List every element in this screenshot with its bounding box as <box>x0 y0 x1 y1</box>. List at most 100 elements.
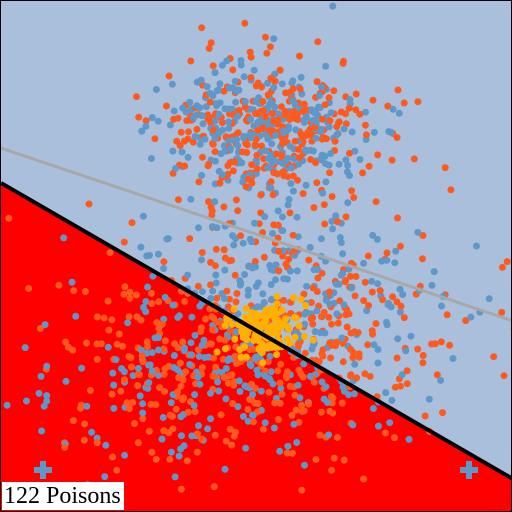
point-class-a <box>21 344 29 352</box>
point-class-a <box>387 128 395 136</box>
poison-point <box>290 294 298 302</box>
point-class-a <box>225 118 232 126</box>
point-class-b <box>301 349 309 357</box>
poison-point <box>213 348 221 356</box>
point-class-b <box>289 449 297 457</box>
point-class-b <box>274 221 282 229</box>
point-class-a <box>292 126 300 134</box>
point-class-a <box>261 419 269 427</box>
point-class-a <box>252 282 260 290</box>
point-class-b <box>414 98 422 106</box>
point-class-a <box>214 378 222 386</box>
point-class-a <box>257 387 265 395</box>
point-class-a <box>136 392 144 400</box>
point-class-a <box>215 110 223 118</box>
poison-point <box>228 320 236 328</box>
point-class-b <box>244 406 252 413</box>
point-class-b <box>356 110 364 118</box>
point-class-a <box>335 160 343 168</box>
point-class-b <box>379 296 386 304</box>
point-class-a <box>247 134 255 141</box>
point-class-a <box>295 160 303 168</box>
point-class-a <box>147 155 155 162</box>
point-class-b <box>414 345 422 353</box>
point-class-b <box>276 66 284 74</box>
point-class-a <box>169 147 177 155</box>
point-class-b <box>310 378 318 386</box>
point-class-b <box>266 126 274 134</box>
point-class-a <box>101 473 109 481</box>
point-class-b <box>321 220 329 228</box>
plus-marker-icon <box>34 461 52 479</box>
point-class-b <box>269 191 277 199</box>
point-class-a <box>198 288 206 296</box>
point-class-b <box>327 354 335 362</box>
point-class-a <box>247 115 255 123</box>
point-class-b <box>384 102 392 110</box>
poison-point <box>278 306 286 314</box>
point-class-b <box>329 409 337 417</box>
point-class-a <box>317 235 325 243</box>
point-class-a <box>374 346 382 353</box>
point-class-a <box>402 347 410 355</box>
point-class-b <box>419 352 427 359</box>
point-class-b <box>175 374 183 382</box>
point-class-a <box>286 142 294 150</box>
point-class-a <box>139 409 147 417</box>
point-class-b <box>142 117 150 125</box>
point-class-b <box>221 336 229 344</box>
point-class-b <box>109 453 116 461</box>
point-class-b <box>93 439 101 447</box>
point-class-b <box>274 367 282 375</box>
point-class-b <box>360 297 368 305</box>
poison-point <box>302 302 310 309</box>
poison-point <box>291 333 299 341</box>
point-class-b <box>229 66 237 74</box>
point-class-b <box>212 245 220 253</box>
point-class-b <box>127 354 135 362</box>
point-class-b <box>293 111 301 119</box>
point-class-b <box>207 203 215 211</box>
point-class-b <box>248 161 256 169</box>
point-class-b <box>396 242 404 250</box>
point-class-b <box>299 107 307 115</box>
point-class-a <box>225 84 233 92</box>
point-class-a <box>198 256 205 264</box>
point-class-b <box>347 345 355 353</box>
point-class-b <box>213 318 221 326</box>
point-class-b <box>294 342 302 350</box>
point-class-b <box>500 372 508 380</box>
point-class-a <box>333 310 341 318</box>
point-class-a <box>222 395 230 403</box>
point-class-a <box>242 444 250 452</box>
point-class-b <box>326 117 334 125</box>
point-class-a <box>207 295 215 302</box>
point-class-b <box>247 53 255 61</box>
point-class-b <box>209 62 217 70</box>
point-class-a <box>249 391 257 398</box>
point-class-a <box>316 92 323 99</box>
point-class-b <box>267 178 275 186</box>
point-class-a <box>266 101 274 109</box>
point-class-a <box>259 290 267 298</box>
point-class-b <box>121 283 129 291</box>
point-class-b <box>400 314 408 322</box>
point-class-a <box>351 147 359 155</box>
point-class-a <box>142 122 150 130</box>
point-class-a <box>291 101 299 109</box>
point-class-b <box>222 437 230 445</box>
point-class-a <box>184 271 192 279</box>
point-class-a <box>340 125 348 133</box>
point-class-a <box>251 219 258 227</box>
point-class-a <box>278 226 286 234</box>
point-class-a <box>270 84 278 92</box>
point-class-b <box>133 93 140 101</box>
point-class-a <box>239 239 247 247</box>
point-class-b <box>183 457 191 465</box>
point-class-b <box>349 354 357 362</box>
point-class-b <box>400 99 408 107</box>
point-class-a <box>187 339 195 347</box>
point-class-a <box>286 267 294 275</box>
point-class-a <box>318 83 326 91</box>
point-class-b <box>365 302 373 309</box>
